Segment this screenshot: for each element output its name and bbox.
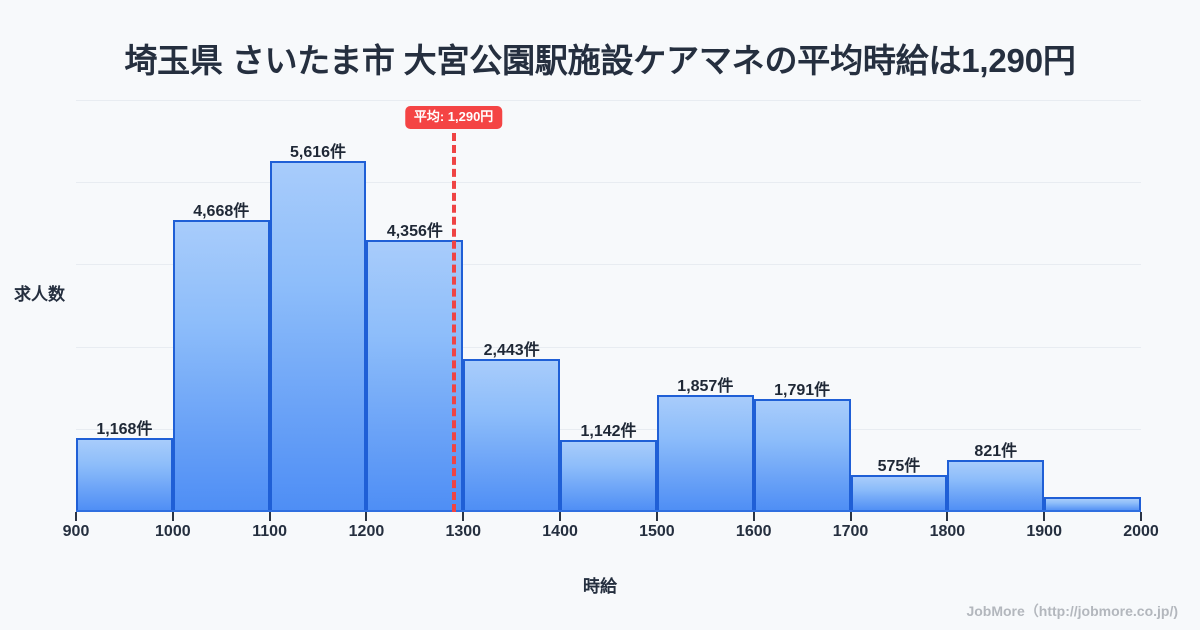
x-axis-tick — [268, 512, 271, 521]
bar-value-label: 1,791件 — [774, 382, 831, 400]
gridline — [76, 428, 1141, 430]
average-badge: 平均: 1,290円 — [404, 106, 503, 130]
x-axis-tick — [1043, 512, 1046, 521]
x-axis-tick-label: 1700 — [832, 523, 869, 540]
x-axis-tick — [752, 512, 755, 521]
x-axis-tick-label: 1900 — [1026, 523, 1062, 540]
bar — [463, 358, 561, 511]
x-axis-tick — [946, 512, 949, 521]
x-axis-tick-label: 900 — [62, 523, 90, 540]
gridline — [76, 346, 1141, 348]
x-axis-tick-label: 2000 — [1123, 523, 1159, 540]
page-title: 埼玉県 さいたま市 大宮公園駅施設ケアマネの平均時給は1,290円 — [124, 42, 1076, 79]
footer-watermark: JobMore（http://jobmore.co.jp/) — [966, 603, 1178, 619]
x-axis-tick-label: 1500 — [639, 523, 675, 540]
x-axis-tick-label: 1800 — [929, 523, 966, 540]
x-axis-tick — [559, 512, 562, 521]
bar-value-label: 4,356件 — [386, 222, 443, 240]
x-axis-tick-label: 1600 — [735, 523, 772, 540]
bar-value-label: 821件 — [974, 442, 1018, 460]
bar-value-label: 1,142件 — [580, 422, 637, 440]
x-axis-tick — [1140, 512, 1142, 521]
bar — [850, 475, 948, 511]
x-axis-tick-label: 1000 — [155, 523, 191, 540]
average-line — [451, 133, 456, 512]
bar — [366, 239, 464, 511]
bar — [656, 395, 754, 511]
bar-value-label: 1,857件 — [677, 378, 734, 396]
bar — [560, 439, 657, 511]
gridline — [76, 100, 1141, 101]
x-axis-tick — [365, 512, 368, 521]
x-axis-tick — [462, 512, 465, 521]
bar — [753, 399, 851, 511]
x-axis-tick — [75, 512, 77, 521]
bar — [76, 438, 173, 511]
bar-value-label: 1,168件 — [96, 421, 153, 439]
x-axis-line — [76, 510, 1141, 512]
chart-plot-area: 1,168件 4,668件 5,616件 4,356件 2,443件 1,142件 1,85… — [76, 100, 1141, 511]
bar-value-label: 575件 — [877, 458, 921, 476]
bar-value-label: 4,668件 — [193, 203, 250, 221]
y-axis-title: 求人数 — [14, 285, 65, 304]
x-axis-tick-label: 1300 — [445, 523, 482, 540]
x-axis-tick — [849, 512, 852, 521]
bar — [1044, 497, 1141, 511]
x-axis-title: 時給 — [583, 577, 617, 596]
bar — [269, 161, 367, 511]
bar-value-label: 5,616件 — [290, 144, 347, 162]
bar — [172, 220, 270, 511]
x-axis-tick-label: 1100 — [252, 523, 287, 540]
gridline — [76, 264, 1141, 266]
x-axis-tick-label: 1200 — [348, 523, 385, 540]
bar-value-label: 2,443件 — [483, 341, 540, 359]
x-axis-tick — [171, 512, 174, 521]
bar — [947, 459, 1045, 511]
gridline — [76, 182, 1141, 184]
x-axis-tick-label: 1400 — [542, 523, 578, 540]
x-axis-tick — [655, 512, 658, 521]
